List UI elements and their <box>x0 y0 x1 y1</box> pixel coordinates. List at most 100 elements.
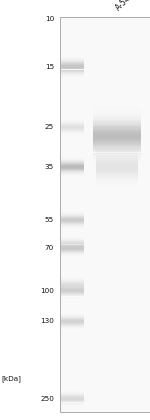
Bar <box>61 73 84 74</box>
Text: 35: 35 <box>45 164 54 170</box>
Text: 70: 70 <box>45 245 54 252</box>
Bar <box>93 171 141 173</box>
Bar <box>61 172 84 173</box>
Bar <box>61 170 84 171</box>
Bar <box>93 146 141 147</box>
Bar <box>96 162 138 163</box>
Bar <box>61 74 84 75</box>
Bar <box>61 153 84 154</box>
Bar <box>93 129 141 130</box>
Bar <box>96 163 138 164</box>
Bar <box>93 159 141 160</box>
Bar <box>96 159 138 160</box>
Bar <box>93 105 141 106</box>
Bar <box>61 179 84 180</box>
Bar <box>96 186 138 187</box>
Bar <box>93 113 141 114</box>
Bar <box>61 78 84 79</box>
Bar <box>61 171 84 172</box>
Bar <box>61 69 84 70</box>
Bar <box>61 68 84 69</box>
Bar <box>61 76 84 77</box>
Bar <box>61 173 84 174</box>
Bar <box>61 62 84 63</box>
Bar <box>93 108 141 109</box>
Bar <box>93 151 141 152</box>
Bar <box>96 181 138 182</box>
Bar <box>96 182 138 183</box>
Text: 10: 10 <box>45 16 54 22</box>
Bar <box>61 75 84 76</box>
Bar <box>61 80 84 81</box>
Bar <box>93 142 141 144</box>
Bar <box>60 17 150 412</box>
Bar <box>93 118 141 119</box>
Bar <box>93 160 141 161</box>
Bar <box>61 56 84 57</box>
Bar <box>61 57 84 58</box>
Bar <box>93 150 141 151</box>
Bar <box>93 149 141 150</box>
Text: 55: 55 <box>45 217 54 223</box>
Text: A-549: A-549 <box>114 0 136 13</box>
Bar <box>96 178 138 179</box>
Bar <box>61 67 84 68</box>
Bar <box>61 79 84 80</box>
Bar <box>61 169 84 170</box>
Bar <box>93 158 141 159</box>
Bar <box>93 121 141 122</box>
Bar <box>96 161 138 162</box>
Bar <box>61 163 84 164</box>
Bar <box>96 166 138 167</box>
Bar <box>61 71 84 72</box>
Bar <box>93 144 141 145</box>
Bar <box>93 115 141 116</box>
Bar <box>96 139 138 140</box>
Bar <box>61 64 84 65</box>
Bar <box>61 165 84 166</box>
Bar <box>61 167 84 168</box>
Bar <box>93 109 141 110</box>
Bar <box>93 169 141 170</box>
Bar <box>93 131 141 132</box>
Bar <box>61 161 84 162</box>
Bar <box>93 164 141 165</box>
Bar <box>61 158 84 159</box>
Bar <box>61 168 84 169</box>
Bar <box>93 170 141 171</box>
Bar <box>93 152 141 154</box>
Bar <box>96 177 138 178</box>
Bar <box>93 173 141 174</box>
Bar <box>93 124 141 125</box>
Bar <box>96 146 138 147</box>
Bar <box>93 114 141 115</box>
Bar <box>93 166 141 168</box>
Bar <box>96 136 138 137</box>
Bar <box>61 53 84 54</box>
Bar <box>61 174 84 175</box>
Bar <box>96 184 138 185</box>
Bar <box>93 156 141 158</box>
Bar <box>96 170 138 171</box>
Bar <box>96 176 138 177</box>
Text: 100: 100 <box>40 288 54 294</box>
Bar <box>96 152 138 153</box>
Bar <box>96 175 138 176</box>
Bar <box>61 176 84 177</box>
Bar <box>61 58 84 59</box>
Bar <box>96 150 138 152</box>
Bar <box>96 153 138 155</box>
Bar <box>93 120 141 121</box>
Bar <box>61 60 84 61</box>
Bar <box>93 139 141 140</box>
Bar <box>93 147 141 149</box>
Bar <box>93 127 141 129</box>
Bar <box>61 175 84 176</box>
Bar <box>93 155 141 156</box>
Text: [kDa]: [kDa] <box>2 375 21 382</box>
Bar <box>93 119 141 120</box>
Bar <box>96 145 138 146</box>
Bar <box>93 110 141 111</box>
Bar <box>61 178 84 179</box>
Bar <box>61 156 84 157</box>
